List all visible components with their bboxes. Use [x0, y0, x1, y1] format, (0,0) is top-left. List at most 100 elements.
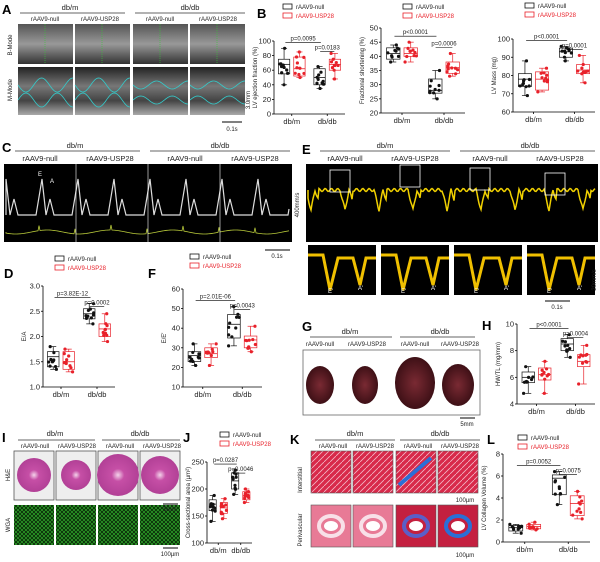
- data-point: [585, 360, 589, 364]
- peak-label: A': [577, 286, 582, 292]
- data-point: [52, 351, 56, 355]
- y-axis-label: LV Collagen Volume (%): [482, 466, 488, 531]
- legend-label: rAAV9-null: [233, 433, 261, 439]
- y-tick-label: 6: [496, 472, 500, 481]
- legend-swatch: [282, 3, 293, 10]
- data-point: [286, 71, 290, 75]
- peak-label: E': [328, 289, 333, 295]
- panel-label: A: [2, 2, 12, 17]
- data-point: [578, 502, 582, 506]
- data-point: [194, 363, 198, 368]
- y-tick-label: 45: [370, 38, 378, 47]
- legend-label: rAAV9-USP28: [68, 266, 107, 272]
- data-point: [432, 91, 436, 95]
- data-point: [563, 340, 567, 344]
- data-point: [295, 61, 299, 65]
- data-point: [395, 46, 400, 50]
- data-point: [232, 492, 236, 496]
- data-point: [525, 380, 529, 384]
- panel-label: H: [482, 318, 491, 333]
- data-point: [209, 353, 213, 358]
- group-label: db/db: [181, 3, 200, 12]
- legend-label: rAAV9-USP28: [203, 264, 242, 270]
- column-label: rAAV9-USP28: [58, 444, 97, 450]
- column-label: rAAV9-USP28: [231, 154, 278, 163]
- data-point: [84, 314, 88, 318]
- data-point: [405, 54, 409, 59]
- column-label: rAAV9-USP28: [536, 154, 583, 163]
- legend-label: rAAV9-null: [531, 436, 559, 442]
- scale-label: 0.1s: [226, 127, 237, 133]
- data-point: [295, 66, 299, 70]
- x-tick-label: db/m: [53, 390, 70, 399]
- column-label: rAAV9-null: [21, 444, 49, 450]
- legend-label: rAAV9-USP28: [416, 14, 455, 20]
- data-point: [563, 475, 567, 479]
- column-label: rAAV9-USP28: [356, 444, 395, 450]
- panel-label: J: [183, 430, 190, 445]
- data-point: [243, 495, 247, 499]
- data-point: [63, 347, 67, 351]
- panel-label: D: [4, 266, 13, 281]
- data-point: [454, 72, 458, 76]
- data-point: [246, 495, 251, 500]
- data-point: [48, 345, 52, 349]
- data-point: [522, 391, 526, 395]
- y-tick-label: 80: [502, 71, 510, 80]
- box: [243, 335, 258, 349]
- data-point: [511, 526, 515, 530]
- x-tick-label: db/db: [565, 115, 584, 124]
- data-point: [566, 47, 571, 51]
- chart-B2: 20 25 30 35 40 45 50 Fractional shortening (%) d…: [360, 3, 465, 125]
- panel-e: E db/m db/db rAAV9-null rAAV9-USP28 rAAV…: [302, 141, 598, 311]
- group-label: db/db: [431, 429, 450, 438]
- chart-L: 0 2 4 6 8 LV Collagen Volume (%) db/m db/db p=0.…: [482, 434, 590, 554]
- data-point: [329, 60, 334, 64]
- x-tick-label: db/m: [210, 546, 227, 555]
- data-point: [433, 87, 437, 92]
- data-point: [191, 350, 195, 355]
- data-point: [65, 358, 69, 362]
- data-point: [210, 508, 214, 512]
- tissue-doppler-zoom-image: [454, 245, 522, 295]
- data-point: [247, 338, 251, 342]
- data-point: [581, 62, 585, 67]
- column-label: rAAV9-null: [106, 444, 134, 450]
- data-point: [232, 305, 236, 309]
- row-label: B-Mode: [8, 34, 14, 56]
- wga-image: [140, 505, 180, 545]
- data-point: [279, 62, 283, 66]
- data-point: [585, 343, 589, 347]
- box: [204, 347, 218, 358]
- group-label: db/db: [521, 141, 540, 150]
- legend-swatch: [402, 12, 413, 19]
- box: [313, 68, 326, 86]
- panel-k: K db/m db/db rAAV9-null rAAV9-USP28 rAAV…: [290, 429, 480, 559]
- data-point: [527, 84, 531, 88]
- p-value: p=0.0075: [556, 469, 582, 475]
- data-point: [103, 328, 107, 332]
- group-label: db/m: [347, 429, 364, 438]
- data-point: [531, 375, 535, 379]
- chart-B3: 60 70 80 90 100 LV Mass (mg) db/m db/db p<0.0001…: [492, 2, 595, 124]
- column-label: rAAV9-null: [22, 154, 58, 163]
- x-tick-label: db/m: [516, 545, 533, 554]
- data-point: [559, 44, 563, 48]
- data-point: [196, 355, 200, 359]
- y-axis-label: E/E': [162, 333, 168, 344]
- data-point: [437, 83, 441, 88]
- data-point: [219, 512, 223, 516]
- data-point: [568, 347, 572, 351]
- column-label: rAAV9-USP28: [441, 444, 480, 450]
- y-tick-label: 40: [263, 80, 271, 89]
- panel-label: C: [2, 140, 12, 155]
- data-point: [297, 50, 301, 54]
- interstitial-image: [437, 450, 479, 494]
- data-point: [553, 480, 557, 484]
- data-point: [413, 50, 417, 55]
- panel-label: B: [257, 6, 266, 21]
- data-point: [331, 57, 335, 61]
- data-point: [411, 48, 415, 52]
- data-point: [406, 46, 410, 50]
